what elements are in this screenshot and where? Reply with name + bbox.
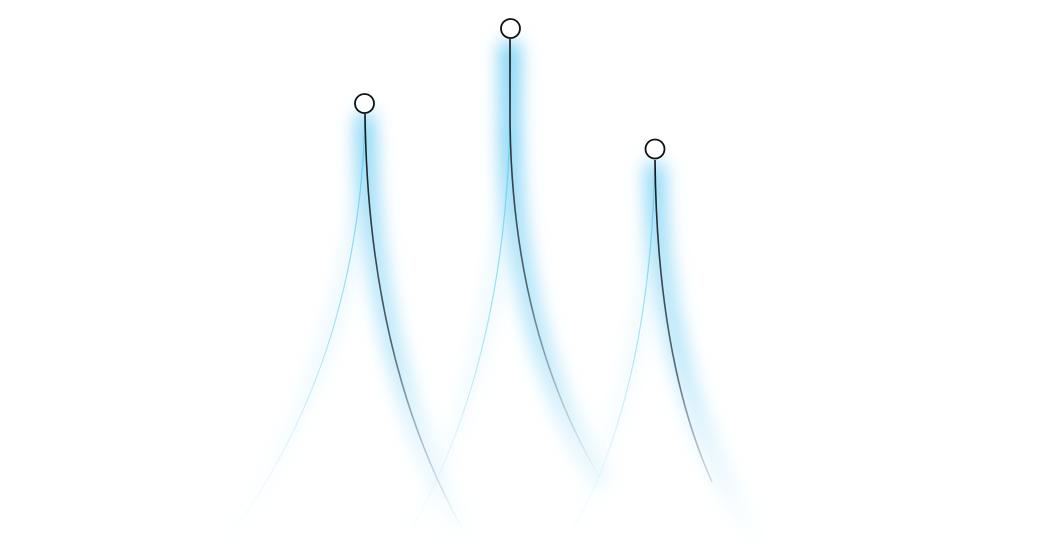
- arc-glow: [645, 160, 765, 550]
- arc-glow: [216, 126, 369, 552]
- circle-node-icon: [500, 18, 521, 39]
- arc-light-stroke: [397, 119, 511, 552]
- arc-glow: [556, 176, 659, 552]
- arc-glow: [396, 126, 514, 552]
- arc-spike-2: [396, 18, 610, 552]
- arc-dark-stroke: [509, 39, 601, 479]
- arc-light-stroke: [217, 113, 366, 552]
- circle-node-icon: [354, 93, 375, 114]
- arc-dark-stroke: [654, 159, 713, 483]
- arc-spike-3: [556, 138, 765, 552]
- arc-spike-1: [216, 93, 469, 552]
- arc-glow: [356, 111, 469, 539]
- arc-light-stroke: [559, 159, 656, 552]
- circle-node-icon: [644, 138, 666, 160]
